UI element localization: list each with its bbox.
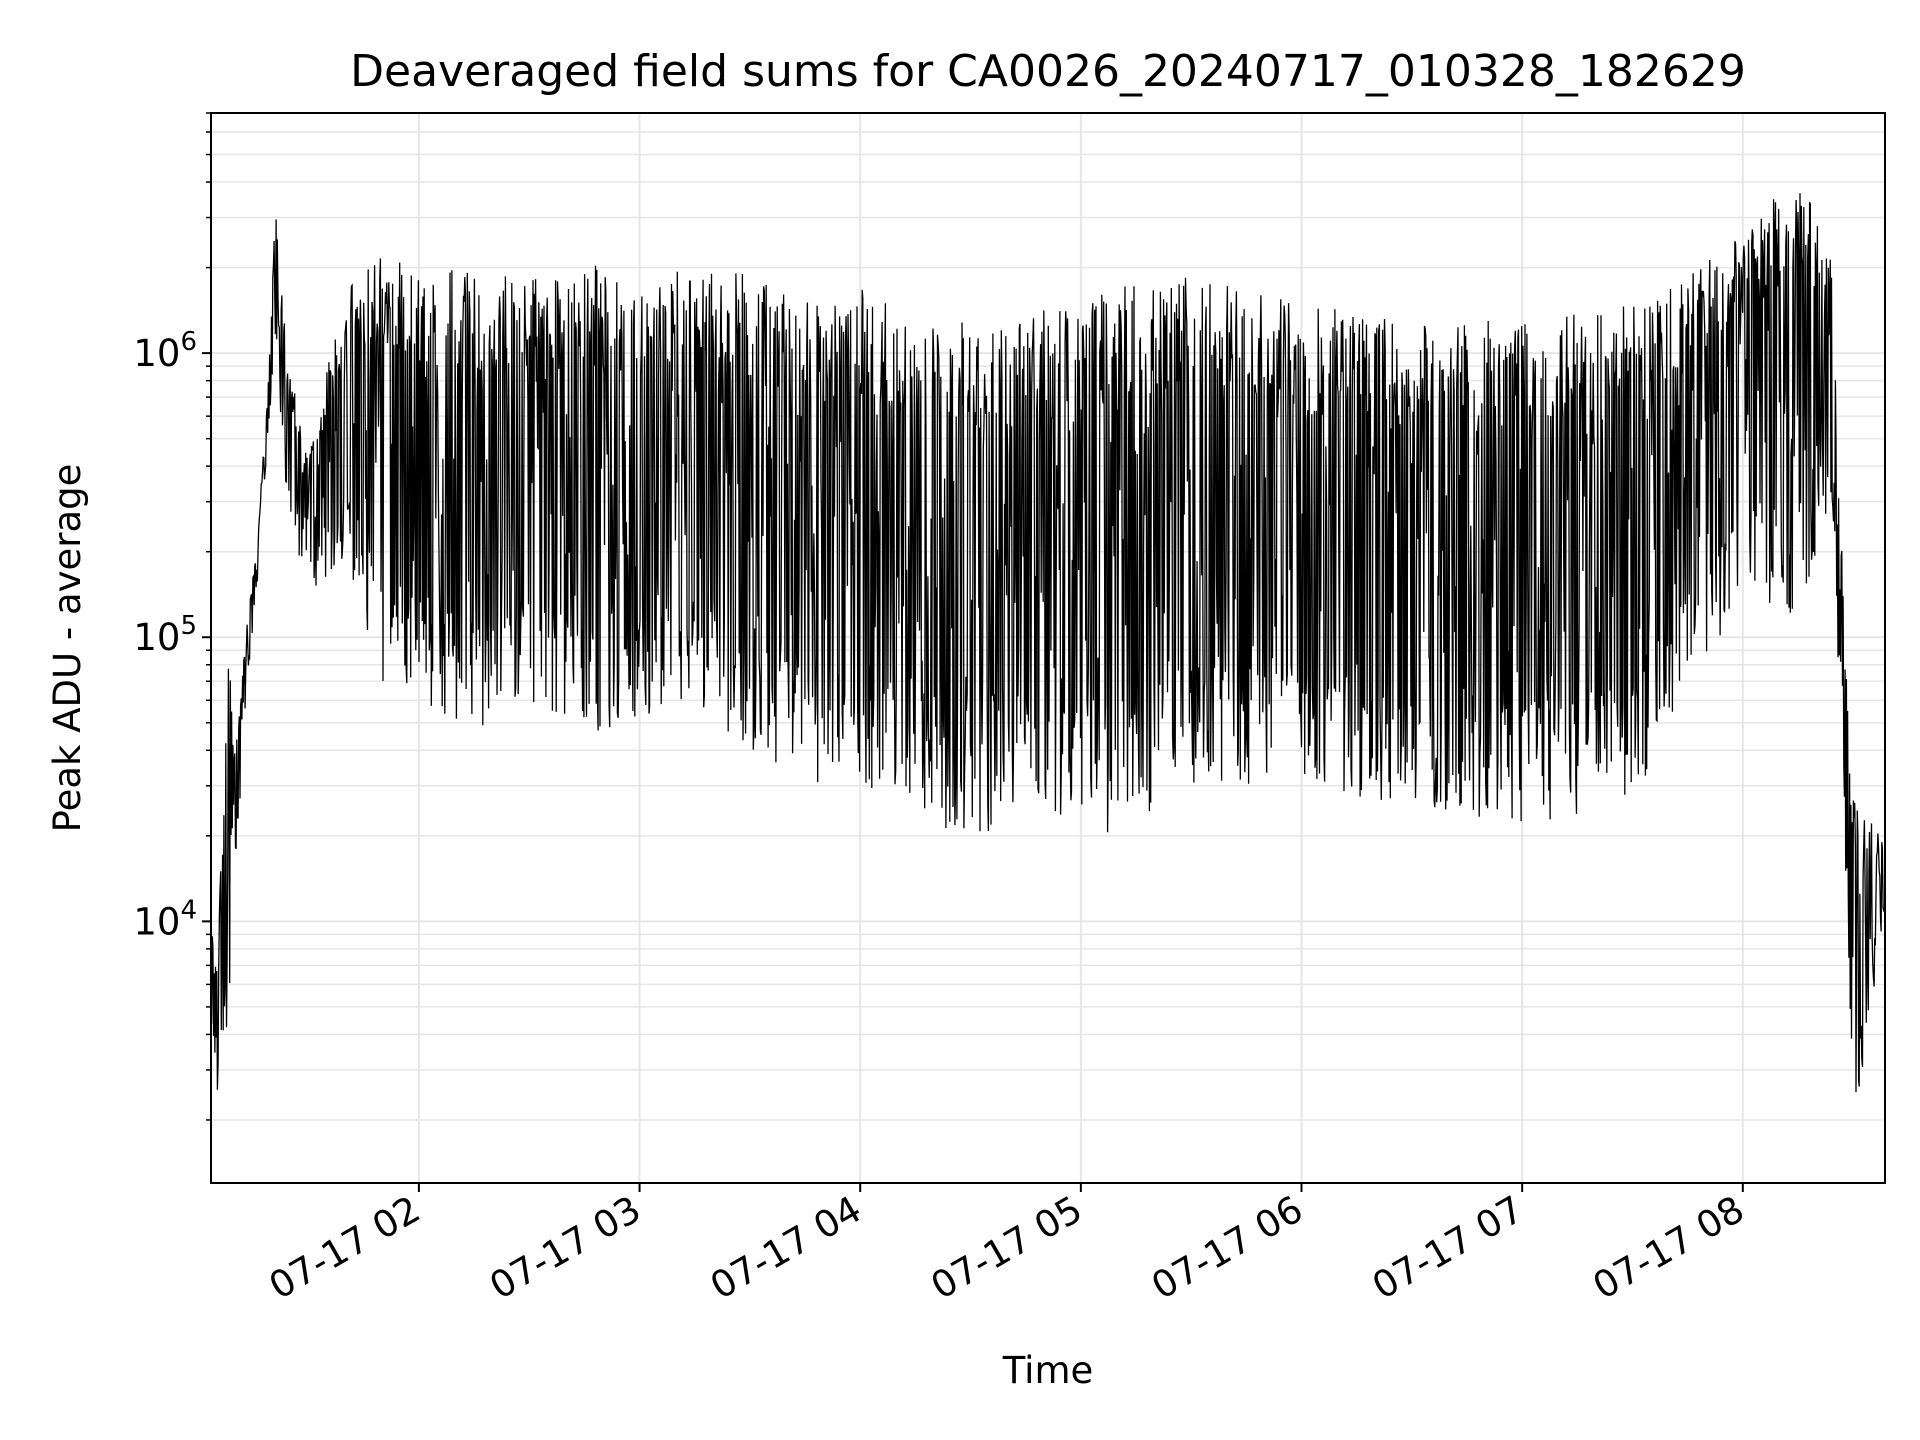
x-axis-label: Time xyxy=(1002,1349,1094,1392)
chart-title: Deaveraged field sums for CA0026_2024071… xyxy=(350,46,1746,97)
y-tick-label: 106 xyxy=(133,327,197,375)
data-series xyxy=(210,193,1886,1093)
y-tick-base: 10 xyxy=(133,332,180,375)
y-tick-exponent: 4 xyxy=(180,895,197,925)
y-tick-base: 10 xyxy=(133,900,180,943)
y-tick-exponent: 5 xyxy=(180,611,197,641)
plot-area-frame xyxy=(210,112,1886,1184)
y-tick-base: 10 xyxy=(133,616,180,659)
y-axis-label: Peak ADU - average xyxy=(46,464,89,833)
series-line xyxy=(210,193,1886,1093)
y-tick-label: 104 xyxy=(133,895,197,943)
y-tick-label: 105 xyxy=(133,611,197,659)
y-tick-exponent: 6 xyxy=(180,327,197,357)
